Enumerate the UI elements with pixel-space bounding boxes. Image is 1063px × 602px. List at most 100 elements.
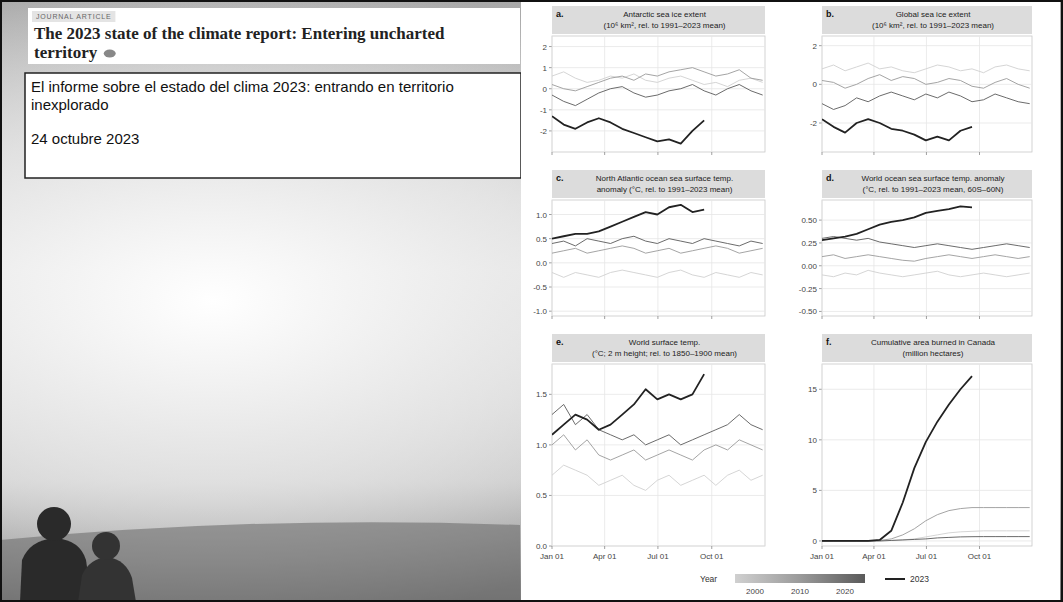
photo-background [0, 0, 1063, 602]
x-tick-label: Oct 01 [700, 552, 724, 561]
tick-mark [979, 152, 980, 155]
tick-mark [822, 546, 823, 549]
y-tick-label: -1 [540, 106, 548, 115]
grid-line [822, 288, 1032, 289]
legend-colorbar [735, 574, 865, 583]
series-line [822, 237, 1030, 250]
panel-title: North Atlantic ocean sea surface temp. [596, 174, 733, 183]
panel-title: Cumulative area burned in Canada [871, 338, 996, 347]
grid-line [552, 495, 765, 496]
panel-header [822, 6, 1032, 34]
tick-mark [819, 540, 822, 541]
slide-frame [1, 1, 1062, 601]
y-tick-label: 0.50 [801, 216, 817, 225]
series-line [822, 508, 1030, 541]
tick-mark [711, 316, 712, 319]
y-tick-label: 0 [543, 85, 548, 94]
y-tick-label: 2 [813, 42, 818, 51]
tick-mark [549, 287, 552, 288]
grid-line [552, 311, 765, 312]
x-tick-label: Jul 01 [647, 552, 669, 561]
panel-title: Antarctic sea ice extent [623, 10, 706, 19]
grid-line [873, 364, 874, 546]
tick-mark [549, 311, 552, 312]
x-tick-label: Apr 01 [593, 552, 617, 561]
grid-line [552, 238, 765, 239]
grid-line [552, 364, 553, 546]
y-tick-label: -2 [810, 119, 818, 128]
grid-line [552, 36, 553, 152]
panel-subtitle: (°C, rel. to 1991–2023 mean, 60S–60N) [862, 185, 1003, 194]
series-line [552, 404, 763, 444]
panel-subtitle: (°C; 2 m height; rel. to 1850–1900 mean) [592, 349, 737, 358]
series-line [822, 531, 1030, 541]
plot-marks [822, 376, 1030, 541]
grid-line [873, 36, 874, 152]
tick-mark [657, 316, 658, 319]
plot-frame [822, 200, 1032, 316]
y-tick-label: 1.0 [536, 211, 548, 220]
series-line [822, 270, 1030, 276]
series-line [552, 236, 763, 246]
y-tick-label: 0.5 [536, 235, 548, 244]
grid-line [822, 311, 1032, 312]
tick-mark [873, 316, 874, 319]
panel-subtitle: (million hectares) [903, 349, 964, 358]
tick-mark [604, 546, 605, 549]
grid-line [552, 546, 765, 547]
grid-line [822, 45, 1032, 46]
series-line [822, 75, 1030, 89]
text-line: territory [34, 43, 98, 62]
tick-mark [819, 311, 822, 312]
tick-mark [819, 220, 822, 221]
silhouette [92, 532, 120, 560]
grid-line [822, 364, 823, 546]
x-tick-label: Oct 01 [968, 552, 992, 561]
tick-mark [979, 546, 980, 549]
text-line: inexplorado [31, 96, 109, 113]
grid-line [822, 220, 1032, 221]
x-tick-label: Jan 01 [810, 552, 835, 561]
legend-title: Year [700, 574, 717, 584]
y-tick-label: 1 [543, 64, 548, 73]
panel-subtitle: (10⁶ km², rel. to 1991–2023 mean) [603, 21, 725, 30]
article-header [28, 8, 520, 64]
tick-mark [604, 152, 605, 155]
tick-mark [926, 152, 927, 155]
legend-label: 2000 [746, 587, 764, 596]
grid-line [979, 200, 980, 316]
tick-mark [657, 546, 658, 549]
tick-mark [926, 546, 927, 549]
tick-mark [549, 67, 552, 68]
tick-mark [657, 152, 658, 155]
series-line [822, 92, 1030, 109]
tick-mark [549, 88, 552, 89]
series-line [552, 85, 763, 106]
series-line [822, 376, 972, 541]
grid-line [822, 36, 823, 152]
grid-line [822, 490, 1032, 491]
tick-mark [819, 288, 822, 289]
tick-mark [979, 316, 980, 319]
tick-mark [549, 130, 552, 131]
panel-subtitle: anomaly (°C, rel. to 1991–2023 mean) [597, 185, 733, 194]
caption-title: El informe sobre el estado del clima 202… [31, 78, 454, 113]
grid-line [979, 364, 980, 546]
series-line [552, 246, 763, 253]
tick-mark [819, 84, 822, 85]
grid-line [552, 109, 765, 110]
grid-line [552, 88, 765, 89]
series-line [822, 206, 972, 240]
grid-line [552, 287, 765, 288]
legend-label: 2020 [836, 587, 854, 596]
tick-mark [819, 265, 822, 266]
text-line: The 2023 state of the climate report: En… [34, 24, 445, 43]
grid-line [822, 242, 1032, 243]
panel-letter: f. [826, 337, 832, 347]
tick-mark [549, 394, 552, 395]
y-tick-label: 0.25 [801, 239, 817, 248]
grid-line [552, 394, 765, 395]
tick-mark [549, 109, 552, 110]
y-tick-label: 15 [808, 385, 817, 394]
tick-mark [549, 444, 552, 445]
